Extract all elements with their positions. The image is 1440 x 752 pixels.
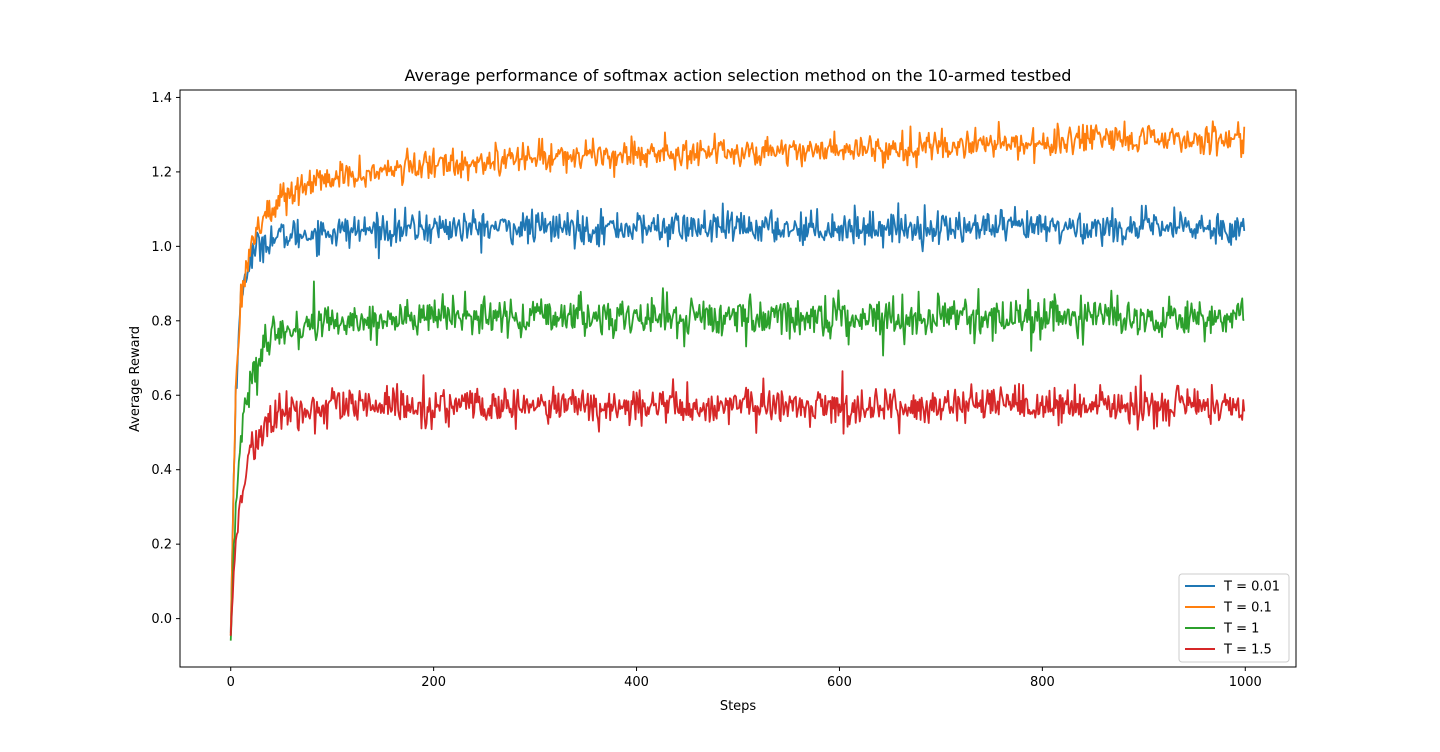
series-layer [229, 120, 1246, 641]
y-tick-label: 1.2 [151, 165, 172, 180]
x-axis-label: Steps [720, 699, 757, 714]
legend-box [1178, 573, 1290, 663]
x-axis-ticks: 0 200 400 600 800 1000 [227, 667, 1262, 690]
legend-label: T = 0.01 [1223, 580, 1280, 595]
series-line-1 [229, 202, 1246, 633]
x-tick-label: 200 [421, 675, 446, 690]
x-tick-label: 1000 [1229, 675, 1262, 690]
legend-label: T = 1.5 [1223, 643, 1272, 658]
x-tick-label: 0 [227, 675, 235, 690]
series-line-4 [229, 370, 1246, 636]
y-tick-label: 0.4 [151, 463, 172, 478]
series-line-2 [229, 120, 1246, 636]
x-tick-label: 600 [827, 675, 852, 690]
x-tick-label: 800 [1030, 675, 1055, 690]
legend: T = 0.01 T = 0.1 T = 1 T = 1.5 [1178, 573, 1290, 663]
y-tick-label: 0.6 [151, 389, 172, 404]
y-tick-label: 1.0 [151, 240, 172, 255]
plot-border [179, 89, 1297, 668]
chart-title: Average performance of softmax action se… [405, 66, 1072, 85]
x-tick-label: 400 [624, 675, 649, 690]
legend-label: T = 0.1 [1223, 601, 1272, 616]
y-tick-label: 1.4 [151, 91, 172, 106]
y-tick-label: 0.2 [151, 538, 172, 553]
y-axis-label: Average Reward [128, 326, 143, 432]
legend-label: T = 1 [1223, 622, 1259, 637]
y-tick-label: 0.8 [151, 314, 172, 329]
y-axis-ticks: 0.0 0.2 0.4 0.6 0.8 1.0 1.2 1.4 [151, 91, 180, 627]
y-tick-label: 0.0 [151, 612, 172, 627]
series-line-3 [229, 280, 1245, 641]
